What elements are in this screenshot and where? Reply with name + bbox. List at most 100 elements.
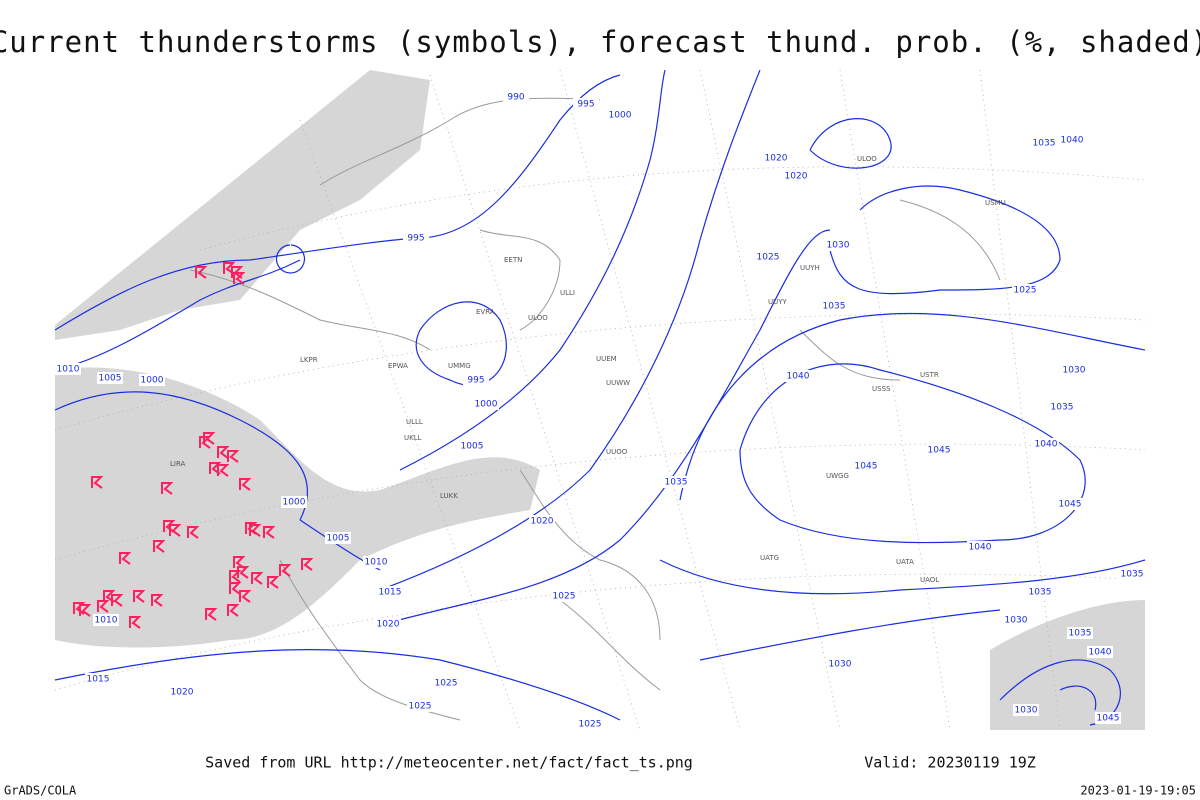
label-bg (529, 515, 555, 527)
station-label: EPWA (388, 362, 408, 370)
isobar-label: 1040 (1035, 440, 1058, 450)
label-bg (169, 686, 195, 698)
storm-symbol (231, 266, 244, 279)
isobar-label: 1000 (609, 111, 632, 121)
label-bg (1059, 134, 1085, 146)
storm-symbol (97, 600, 110, 613)
isobar-label: 1000 (141, 376, 164, 386)
station-label: UUYY (768, 298, 788, 306)
isobar-label: 1015 (87, 675, 110, 685)
storm-symbol (263, 526, 276, 539)
map-area: 990 995 1000 1020 1020 1030 1025 1035 995 1040 995… (54, 69, 1146, 731)
label-bg (967, 541, 993, 553)
label-bg (1027, 586, 1053, 598)
station-label: LUKK (440, 492, 458, 500)
isobar-label: 1010 (57, 365, 80, 375)
isobar-label: 1000 (475, 400, 498, 410)
label-bg (1067, 627, 1093, 639)
label-bg (55, 363, 81, 375)
storm-symbol (301, 558, 314, 571)
isobar-label: 1010 (365, 558, 388, 568)
station-label: UWGG (826, 472, 849, 480)
label-bg (1057, 498, 1083, 510)
isobar-label: 1040 (969, 543, 992, 553)
storm-symbol (91, 476, 104, 489)
storm-symbol (245, 522, 258, 535)
station-label: ULLL (406, 418, 423, 426)
label-bg (433, 677, 459, 689)
storm-symbol (205, 608, 218, 621)
isobar-label: 1005 (99, 374, 122, 384)
storm-symbol (111, 594, 124, 607)
storm-symbol (217, 446, 230, 459)
isobar-label: 1000 (283, 498, 306, 508)
station-label: UUOO (606, 448, 628, 456)
label-bg (1061, 364, 1087, 376)
isobar-label: 1025 (579, 720, 602, 730)
label-bg (926, 444, 952, 456)
isobar-label: 1010 (95, 616, 118, 626)
label-bg (473, 398, 499, 410)
storm-symbol (267, 576, 280, 589)
label-bg (821, 300, 847, 312)
isobar-label: 995 (577, 100, 594, 110)
label-bg (763, 152, 789, 164)
credit: GrADS/COLA (4, 784, 77, 798)
isobar-label: 1040 (787, 372, 810, 382)
isobar-label: 1045 (1097, 714, 1120, 724)
isobar-label: 1020 (377, 620, 400, 630)
station-label: UUEM (596, 355, 617, 363)
isobar-label: 1005 (461, 442, 484, 452)
storm-symbol (239, 478, 252, 491)
thunderstorm-symbols (73, 262, 314, 629)
storm-symbol (153, 540, 166, 553)
storm-symbol (195, 266, 208, 279)
station-label: UATG (760, 554, 779, 562)
label-bg (755, 251, 781, 263)
station-labels: LIRA LKPR EPWA UMMG EVRA EETN ULLI ULOO UUEM UUWW… (170, 155, 1006, 584)
isobar-label: 1040 (1089, 648, 1112, 658)
storm-symbol (187, 526, 200, 539)
isobar-label: 1020 (765, 154, 788, 164)
isobar-label: 1030 (827, 241, 850, 251)
storm-symbol (209, 462, 222, 475)
storm-symbol (227, 604, 240, 617)
label-bg (663, 476, 689, 488)
isobar-label: 1035 (1121, 570, 1144, 580)
storm-symbol (163, 520, 176, 533)
station-label: UMMG (448, 362, 471, 370)
station-label: ULOO (528, 314, 548, 322)
station-label: USMU (985, 199, 1006, 207)
label-bg (1049, 401, 1075, 413)
isobar-label: 1035 (1069, 629, 1092, 639)
label-bg (139, 374, 165, 386)
isobar-label: 1025 (553, 592, 576, 602)
station-label: EVRA (476, 308, 495, 316)
isobar-label: 1035 (1051, 403, 1074, 413)
isobar-label: 1020 (531, 517, 554, 527)
map-title: Current thunderstorms (symbols), forecas… (0, 25, 1200, 59)
storm-symbol (251, 572, 264, 585)
label-bg (1119, 568, 1145, 580)
isobar-label: 1025 (757, 253, 780, 263)
label-bg (1033, 438, 1059, 450)
label-bg (281, 496, 307, 508)
label-bg (825, 239, 851, 251)
isobar-labels: 990 995 1000 1020 1020 1030 1025 1035 995 1040 995… (55, 91, 1145, 730)
station-label: LIRA (170, 460, 186, 468)
label-bg (85, 673, 111, 685)
label-bg (551, 590, 577, 602)
station-label: UATA (896, 558, 914, 566)
label-bg (573, 98, 599, 110)
isobar-label: 995 (467, 376, 484, 386)
timestamp: 2023-01-19-19:05 (1080, 784, 1196, 798)
label-bg (853, 460, 879, 472)
storm-symbol (233, 556, 246, 569)
label-bg (577, 718, 603, 730)
storm-symbol (249, 524, 262, 537)
isobar-label: 990 (507, 93, 524, 103)
storm-symbol (223, 262, 236, 275)
valid-time: Valid: 20230119 19Z (864, 754, 1036, 772)
isobar-label: 1030 (1015, 706, 1038, 716)
